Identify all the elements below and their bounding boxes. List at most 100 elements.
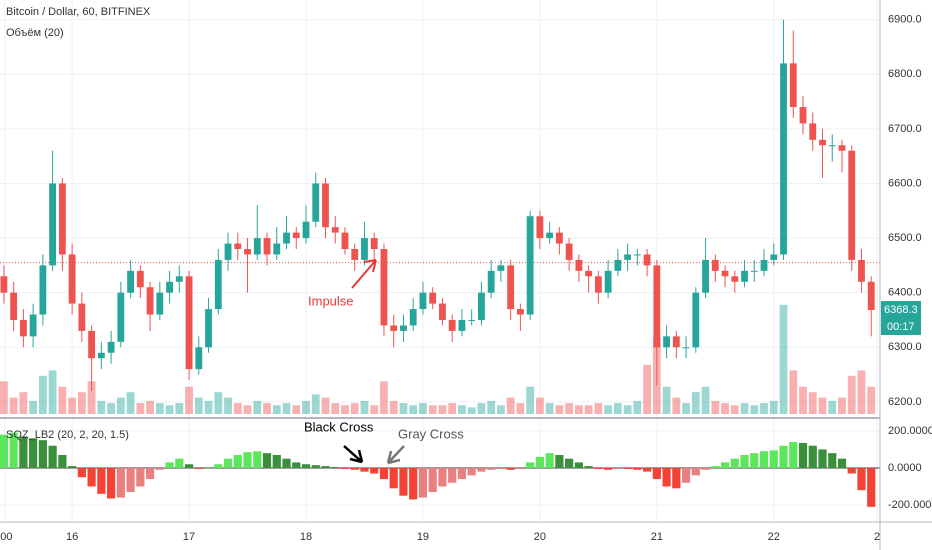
volume-bar (662, 386, 671, 414)
volume-bar (779, 304, 788, 414)
momentum-bar (828, 453, 837, 468)
candle-body (555, 232, 563, 244)
momentum-bar (847, 467, 856, 474)
gray-cross-arrow (386, 445, 405, 465)
volume-bar (808, 392, 817, 414)
candle-body (49, 183, 57, 266)
candle-body (195, 347, 203, 370)
momentum-bar (867, 467, 876, 507)
volume-bar (857, 370, 866, 414)
momentum-bar (789, 442, 798, 468)
volume-bar (711, 400, 720, 414)
volume-bar (243, 405, 252, 414)
volume-bar (818, 397, 827, 414)
volume-bar (360, 400, 369, 414)
volume-title: Объём (20) (6, 27, 64, 39)
last-price-box (881, 300, 921, 319)
momentum-bar (116, 467, 125, 498)
candle-body (351, 249, 359, 260)
volume-bar (204, 400, 213, 414)
candle-body (283, 232, 290, 244)
momentum-bar (545, 453, 554, 468)
momentum-bar (681, 467, 691, 483)
indicator-tick-label: 0.0000 (888, 462, 922, 474)
candle-body (731, 276, 739, 282)
volume-bar (233, 403, 242, 414)
momentum-bar (526, 462, 535, 468)
momentum-bar (0, 434, 8, 468)
volume-bar (263, 403, 271, 414)
volume-bar (116, 397, 125, 414)
gray-cross-label: Gray Cross (398, 426, 464, 441)
candle-body (302, 221, 310, 239)
candle-body (789, 63, 797, 108)
y-tick-label: 6300.0 (888, 341, 922, 353)
volume-bar (38, 375, 47, 414)
momentum-bar (798, 442, 808, 468)
candle-body (633, 254, 641, 256)
momentum-bar (194, 467, 203, 469)
momentum-bar (399, 467, 408, 496)
momentum-bar (77, 467, 86, 478)
momentum-bar (321, 466, 330, 468)
volume-bar (9, 397, 18, 414)
momentum-bar (808, 445, 817, 468)
momentum-bar (204, 467, 213, 469)
volume-bar (380, 381, 388, 414)
momentum-bar (652, 467, 661, 480)
candle-body (770, 254, 778, 260)
momentum-bar (360, 467, 369, 472)
volume-bar (799, 386, 807, 414)
volume-bar (302, 400, 310, 414)
volume-bar (58, 386, 67, 414)
momentum-bar (38, 440, 47, 468)
momentum-bar (837, 458, 847, 468)
momentum-bar (301, 464, 311, 468)
momentum-bar (642, 467, 652, 472)
candle-body (58, 183, 66, 255)
momentum-bar (409, 467, 418, 500)
volume-bar (409, 405, 418, 414)
momentum-bar (379, 467, 389, 480)
momentum-bar (233, 454, 242, 468)
volume-bar (574, 405, 583, 414)
candle-body (663, 336, 670, 348)
volume-bar (292, 405, 301, 414)
volume-bar (584, 405, 593, 414)
volume-bar (516, 403, 525, 414)
candle-body (10, 292, 18, 320)
candle-body (127, 270, 134, 293)
momentum-bar (282, 458, 291, 468)
candle-body (526, 216, 534, 315)
candle-body (828, 145, 836, 147)
volume-bar (331, 403, 340, 414)
candle-body (273, 243, 281, 255)
candle-body (419, 292, 427, 310)
momentum-bar (720, 462, 730, 468)
candle-body (760, 259, 768, 271)
candle-body (439, 303, 446, 320)
candle-body (536, 216, 544, 239)
volume-bar (282, 403, 291, 414)
x-tick-label: 22 (768, 531, 780, 543)
momentum-bar (759, 451, 769, 468)
candle-body (341, 232, 349, 249)
candle-body (156, 292, 164, 315)
volume-bar (253, 400, 262, 414)
x-tick-label: 16 (66, 531, 78, 543)
momentum-bar (779, 445, 788, 468)
candle-body (29, 314, 37, 337)
volume-bar (497, 405, 505, 414)
candle-body (867, 281, 875, 310)
candle-body (19, 319, 27, 337)
volume-bar (155, 403, 164, 414)
momentum-bar (487, 467, 496, 470)
volume-bar (194, 397, 203, 414)
momentum-bar (457, 467, 467, 480)
countdown-box (881, 318, 921, 335)
volume-bar (0, 381, 8, 414)
volume-bar (136, 403, 145, 414)
candle-body (0, 276, 8, 293)
momentum-bar (389, 467, 398, 489)
volume-bar (175, 403, 184, 414)
